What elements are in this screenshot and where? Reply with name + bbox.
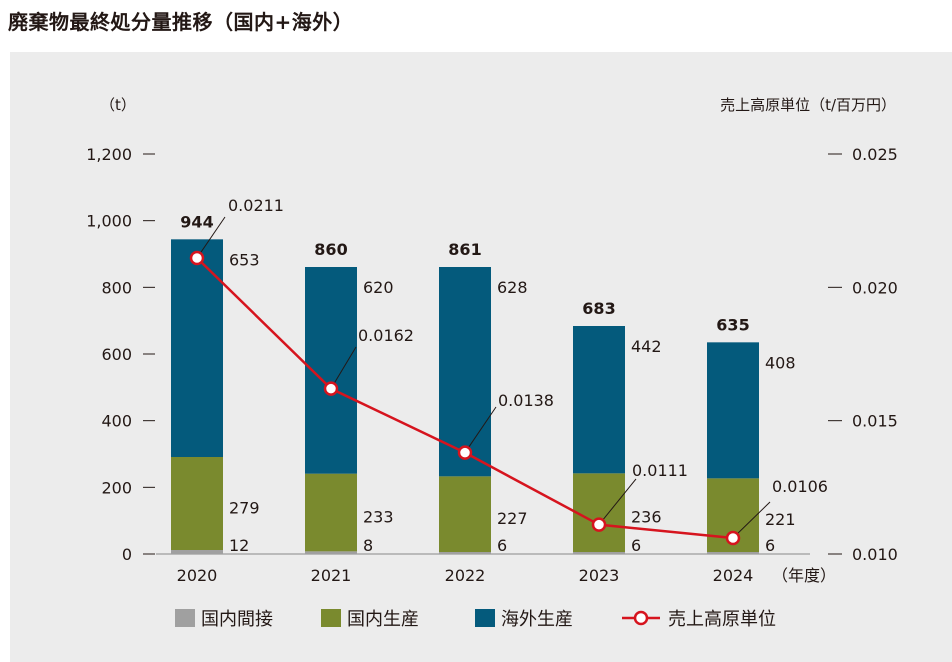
value-label-overseas: 628 bbox=[497, 278, 528, 297]
legend-label-indirect: 国内間接 bbox=[201, 609, 273, 630]
y-right-tick-label: 0.020 bbox=[852, 278, 898, 297]
value-label-overseas: 653 bbox=[229, 250, 260, 269]
line-point bbox=[457, 445, 473, 460]
value-label-domestic: 233 bbox=[363, 508, 394, 527]
bar-segment-domestic bbox=[573, 473, 625, 552]
y-right-axis-label: 売上高原単位（t/百万円） bbox=[720, 96, 896, 114]
bar-segment-overseas bbox=[439, 267, 491, 477]
bar-segment-domestic bbox=[439, 476, 491, 552]
x-axis-unit-label: （年度） bbox=[772, 566, 836, 585]
line-label-leader bbox=[330, 346, 357, 389]
bar-segment-overseas bbox=[707, 342, 759, 479]
line-label-leader bbox=[464, 406, 497, 453]
line-point bbox=[189, 250, 205, 266]
x-tick-label: 2021 bbox=[311, 566, 352, 585]
value-label-indirect: 12 bbox=[229, 536, 249, 555]
y-left-tick-label: 600 bbox=[101, 345, 132, 364]
line-label-leader bbox=[196, 216, 226, 259]
value-label-indirect: 6 bbox=[631, 536, 641, 555]
x-tick-label: 2022 bbox=[445, 566, 486, 585]
bar-segment-indirect bbox=[171, 550, 223, 554]
line-label-leader bbox=[598, 478, 637, 525]
x-tick-label: 2020 bbox=[177, 566, 218, 585]
bar-segment-indirect bbox=[439, 552, 491, 554]
legend-swatch-indirect bbox=[175, 609, 195, 627]
bar-segment-overseas bbox=[171, 239, 223, 457]
y-right-tick-label: 0.015 bbox=[852, 412, 898, 431]
y-left-tick-label: 1,200 bbox=[86, 145, 132, 164]
value-label-domestic: 227 bbox=[497, 509, 528, 528]
line-value-label: 0.0138 bbox=[498, 391, 554, 410]
line-value-label: 0.0111 bbox=[632, 461, 688, 480]
y-left-tick-label: 200 bbox=[101, 478, 132, 497]
y-left-axis-label: （t） bbox=[100, 96, 136, 114]
bar-segment-overseas bbox=[573, 326, 625, 474]
line-value-label: 0.0211 bbox=[228, 196, 284, 215]
line-point bbox=[725, 530, 741, 546]
value-label-indirect: 8 bbox=[363, 536, 373, 555]
value-label-total: 860 bbox=[314, 240, 347, 259]
value-label-domestic: 236 bbox=[631, 508, 662, 527]
bar-segment-indirect bbox=[707, 552, 759, 554]
y-left-tick-label: 800 bbox=[101, 278, 132, 297]
line-value-label: 0.0162 bbox=[358, 326, 414, 345]
line-value-label: 0.0106 bbox=[772, 477, 828, 496]
y-right-tick-label: 0.025 bbox=[852, 145, 898, 164]
chart-panel: （t） 売上高原単位（t/百万円） 0 200 400 600 800 1,000 1,200 0… bbox=[10, 52, 952, 662]
value-label-total: 635 bbox=[716, 315, 749, 334]
value-label-domestic: 221 bbox=[765, 510, 796, 529]
x-tick-label: 2023 bbox=[579, 566, 620, 585]
value-label-overseas: 442 bbox=[631, 337, 662, 356]
bar-segment-indirect bbox=[573, 552, 625, 554]
value-label-overseas: 408 bbox=[765, 353, 796, 372]
y-left-tick-label: 0 bbox=[122, 545, 132, 564]
line-point bbox=[323, 381, 339, 396]
legend-label-overseas: 海外生産 bbox=[501, 609, 573, 630]
legend-swatch-overseas bbox=[475, 609, 495, 627]
value-label-domestic: 279 bbox=[229, 499, 260, 518]
value-label-indirect: 6 bbox=[765, 536, 775, 555]
legend-label-unit: 売上高原単位 bbox=[668, 609, 776, 630]
y-left-tick-label: 400 bbox=[101, 412, 132, 431]
chart-title: 廃棄物最終処分量推移（国内+海外） bbox=[8, 10, 354, 34]
y-left-tick-label: 1,000 bbox=[86, 212, 132, 231]
value-label-total: 944 bbox=[180, 212, 213, 231]
bar-segment-domestic bbox=[305, 473, 357, 552]
value-label-indirect: 6 bbox=[497, 536, 507, 555]
bar-segment-domestic bbox=[171, 457, 223, 550]
legend-label-domestic: 国内生産 bbox=[347, 609, 419, 630]
value-label-overseas: 620 bbox=[363, 278, 394, 297]
x-tick-label: 2024 bbox=[713, 566, 754, 585]
legend-line-point bbox=[633, 610, 649, 626]
value-label-total: 861 bbox=[448, 240, 481, 259]
stacked-bar-line-chart: （t） 売上高原単位（t/百万円） 0 200 400 600 800 1,000 1,200 0… bbox=[86, 96, 898, 630]
bar-segment-indirect bbox=[305, 551, 357, 554]
line-label-leader bbox=[732, 501, 771, 539]
legend-swatch-domestic bbox=[321, 609, 341, 627]
line-point bbox=[591, 517, 607, 532]
value-label-total: 683 bbox=[582, 299, 615, 318]
y-right-tick-label: 0.010 bbox=[852, 545, 898, 564]
